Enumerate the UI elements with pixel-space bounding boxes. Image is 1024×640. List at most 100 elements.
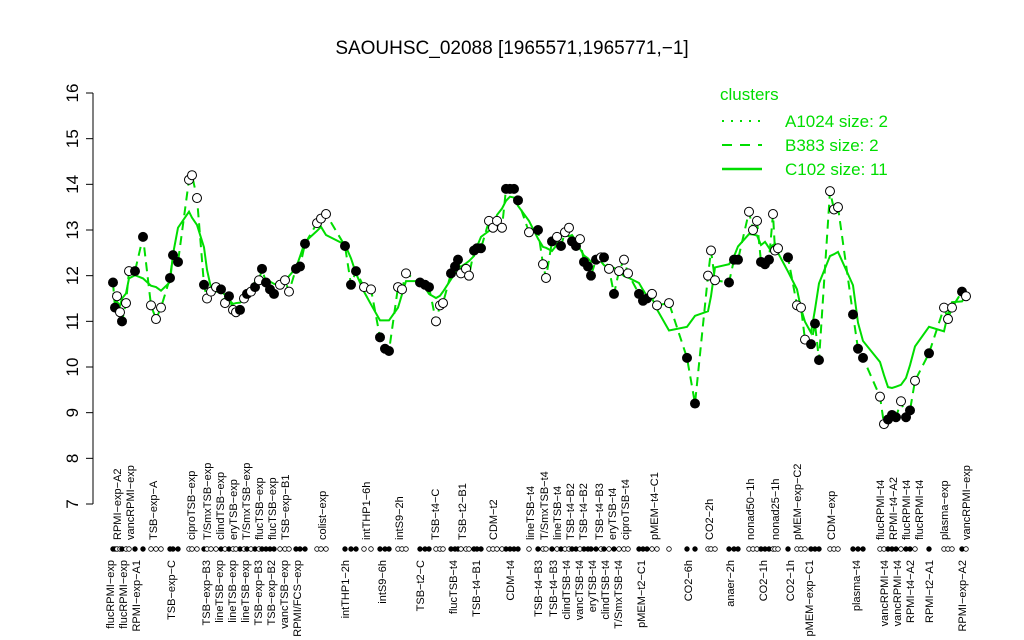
data-point — [199, 279, 209, 290]
rug-point — [342, 546, 348, 552]
data-point — [224, 291, 234, 302]
rug-point — [170, 546, 176, 552]
data-point — [752, 215, 762, 226]
rug-point — [860, 546, 866, 552]
x-label-top: clindTSB−exp — [215, 472, 227, 540]
rug-point — [194, 546, 200, 552]
rug-point — [189, 546, 195, 552]
data-point — [424, 282, 434, 293]
x-label-bottom: RPMI−exp−A2 — [957, 560, 969, 632]
data-point — [806, 339, 816, 350]
x-label-bottom: flucTSB−t4 — [448, 560, 460, 614]
data-point — [235, 304, 245, 315]
rug-point — [963, 546, 969, 552]
data-point — [768, 209, 778, 220]
y-tick-label: 12 — [63, 266, 82, 285]
rug-point — [526, 546, 532, 552]
x-label-top: ciproTSB−exp — [186, 471, 198, 540]
x-label-bottom: flucRPMI−exp — [105, 560, 117, 629]
data-point — [476, 243, 486, 254]
data-point — [744, 206, 754, 217]
x-label-top: lineTSB−t4 — [525, 486, 537, 540]
rug-point — [616, 546, 622, 552]
y-tick-label: 9 — [63, 408, 82, 417]
rug-point — [458, 546, 464, 552]
data-point — [825, 186, 835, 197]
data-point — [115, 307, 125, 318]
rug-point — [208, 546, 214, 552]
y-tick-label: 15 — [63, 129, 82, 148]
data-point — [192, 193, 202, 204]
data-point — [112, 291, 122, 302]
x-label-bottom: lineTSB−exp — [240, 560, 252, 623]
data-point — [541, 272, 551, 283]
rug-point — [611, 546, 617, 552]
data-point — [401, 268, 411, 279]
y-tick-label: 16 — [63, 84, 82, 103]
data-point — [848, 309, 858, 320]
x-label-bottom: clindTSB−t4 — [561, 560, 573, 620]
rug-point — [949, 546, 955, 552]
x-label-bottom: lineTSB−exp — [227, 560, 239, 623]
data-point — [947, 302, 957, 313]
x-label-bottom: T/SmxTSB−t4 — [613, 560, 625, 629]
data-point — [384, 346, 394, 357]
data-point — [647, 288, 657, 299]
data-point — [703, 270, 713, 281]
rug-point — [535, 546, 541, 552]
legend-title: clusters — [720, 85, 779, 104]
data-point — [351, 266, 361, 277]
data-point — [614, 266, 624, 277]
y-tick-label: 7 — [63, 499, 82, 508]
data-point — [564, 222, 574, 233]
x-label-bottom: lineTSB−exp — [214, 560, 226, 623]
rug-point — [494, 546, 500, 552]
x-label-top: T/SmxTSB−t4 — [539, 471, 551, 540]
x-label-bottom: CO2−6h — [683, 560, 695, 601]
data-point — [961, 291, 971, 302]
rug-point — [153, 546, 159, 552]
legend-label-a1024: A1024 size: 2 — [785, 112, 888, 131]
x-label-bottom: RPMI/FCS−exp — [292, 560, 304, 637]
rug-point — [926, 546, 932, 552]
rug-point — [802, 546, 808, 552]
data-point — [810, 318, 820, 329]
data-point — [524, 227, 534, 238]
rug-point — [286, 546, 292, 552]
data-point — [538, 259, 548, 270]
rug-point — [549, 546, 555, 552]
data-point — [300, 238, 310, 249]
x-label-bottom: intTHP1−2h — [340, 560, 352, 618]
x-label-bottom: CO2−1h — [758, 560, 770, 601]
x-label-top: vancRPMI−exp — [125, 465, 137, 540]
rug-point — [271, 546, 277, 552]
data-point — [168, 250, 178, 261]
data-point — [321, 209, 331, 220]
x-label-bottom: clindTSB−t4 — [600, 560, 612, 620]
data-point — [464, 270, 474, 281]
x-label-bottom: vancTSB−t4 — [574, 560, 586, 620]
data-point — [833, 202, 843, 213]
data-point — [552, 231, 562, 242]
data-point — [891, 412, 901, 423]
rug-point — [712, 546, 718, 552]
x-label-bottom: TSB−exp−B2 — [266, 560, 278, 625]
rug-point — [644, 546, 650, 552]
x-label-top: intS9−2h — [394, 496, 406, 540]
data-point — [575, 234, 585, 245]
x-label-top: flucRPMI−t4 — [875, 480, 887, 540]
rug-point — [785, 546, 791, 552]
rug-point — [297, 546, 303, 552]
data-point — [269, 288, 279, 299]
data-point — [724, 277, 734, 288]
x-label-top: CDM−exp — [826, 491, 838, 540]
x-label-top: TSB−exp−B1 — [280, 475, 292, 540]
rug-point — [835, 546, 841, 552]
x-label-top: RPMI−t4−A2 — [888, 477, 900, 540]
legend-label-c102: C102 size: 11 — [785, 160, 888, 179]
data-point — [366, 284, 376, 295]
x-label-bottom: vancRPMI−t4 — [892, 560, 904, 626]
series-line-c102 — [112, 195, 967, 390]
x-label-bottom: RPMI−exp−A1 — [131, 560, 143, 632]
rug-point — [175, 546, 181, 552]
